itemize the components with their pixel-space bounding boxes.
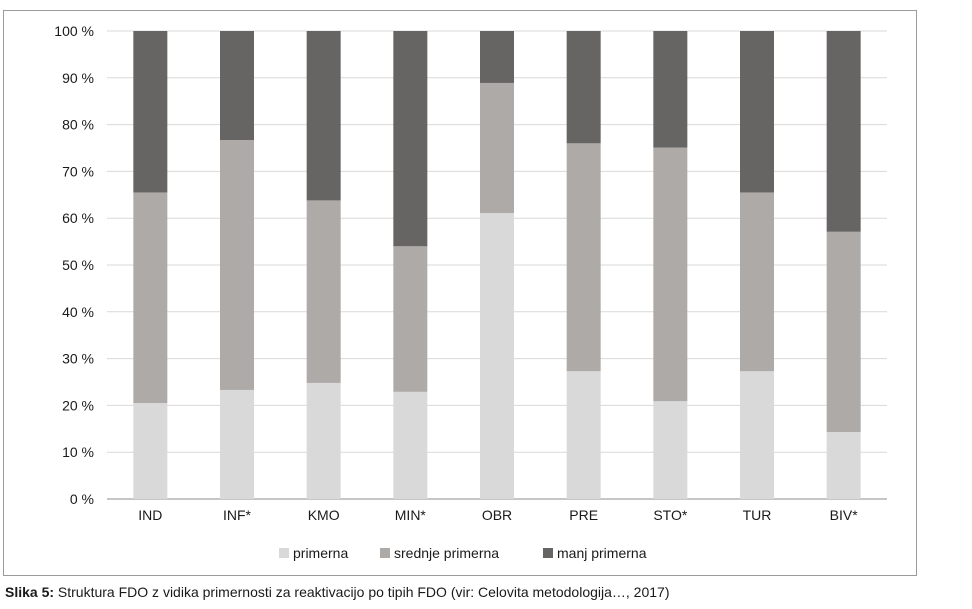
bar-segment xyxy=(653,31,688,148)
y-tick-label: 60 % xyxy=(62,210,94,226)
bar-segment xyxy=(566,31,601,144)
caption-text: Struktura FDO z vidika primernosti za re… xyxy=(54,584,670,600)
y-tick-label: 40 % xyxy=(62,304,94,320)
bar-segment xyxy=(480,213,514,499)
x-tick-label: STO* xyxy=(653,507,688,523)
legend-swatch xyxy=(543,548,553,558)
bars xyxy=(133,31,861,499)
bar-segment xyxy=(393,246,428,392)
bar-segment xyxy=(653,401,688,499)
x-axis-ticks: IND INF* KMO MIN* OBR PRE STO* TUR BIV* xyxy=(138,507,858,523)
x-tick-label: OBR xyxy=(482,507,512,523)
bar-segment xyxy=(740,192,774,372)
x-tick-label: KMO xyxy=(308,507,340,523)
legend-label: srednje primerna xyxy=(394,545,499,561)
bar-segment xyxy=(826,231,861,433)
figure-caption: Slika 5: Struktura FDO z vidika primerno… xyxy=(5,584,669,600)
bar-segment xyxy=(740,31,774,193)
y-tick-label: 10 % xyxy=(62,444,94,460)
y-tick-label: 30 % xyxy=(62,351,94,367)
y-tick-label: 50 % xyxy=(62,257,94,273)
bar-segment xyxy=(653,147,688,402)
x-tick-label: PRE xyxy=(569,507,598,523)
legend: primerna srednje primerna manj primerna xyxy=(279,545,647,561)
bar-segment xyxy=(566,143,601,372)
legend-label: primerna xyxy=(293,545,348,561)
y-tick-label: 100 % xyxy=(54,23,94,39)
bar-segment xyxy=(826,432,861,499)
legend-label: manj primerna xyxy=(557,545,647,561)
x-tick-label: MIN* xyxy=(395,507,427,523)
bar-segment xyxy=(566,371,601,499)
y-tick-label: 80 % xyxy=(62,117,94,133)
bar-segment xyxy=(740,371,774,499)
bar-segment xyxy=(133,403,168,499)
y-axis-ticks: 0 % 10 % 20 % 30 % 40 % 50 % 60 % 70 % 80 % 90 % 1… xyxy=(54,23,94,507)
bar-segment xyxy=(306,31,341,201)
legend-swatch xyxy=(380,548,390,558)
legend-swatch xyxy=(279,548,289,558)
bar-segment xyxy=(306,200,341,383)
bar-segment xyxy=(480,31,514,83)
chart-frame xyxy=(3,10,917,576)
y-tick-label: 20 % xyxy=(62,397,94,413)
y-tick-label: 0 % xyxy=(70,491,94,507)
bar-segment xyxy=(220,140,254,390)
caption-label: Slika 5: xyxy=(5,584,55,600)
x-tick-label: IND xyxy=(138,507,162,523)
bar-segment xyxy=(220,389,254,499)
bar-segment xyxy=(220,31,254,141)
x-tick-label: TUR xyxy=(743,507,772,523)
bar-segment xyxy=(306,382,341,499)
y-tick-label: 90 % xyxy=(62,70,94,86)
x-tick-label: INF* xyxy=(223,507,252,523)
y-tick-label: 70 % xyxy=(62,163,94,179)
bar-segment xyxy=(133,192,168,404)
bar-segment xyxy=(826,31,861,232)
x-tick-label: BIV* xyxy=(830,507,859,523)
bar-segment xyxy=(393,391,428,499)
bar-segment xyxy=(480,82,514,214)
bar-segment xyxy=(133,31,168,193)
bar-segment xyxy=(393,31,428,247)
